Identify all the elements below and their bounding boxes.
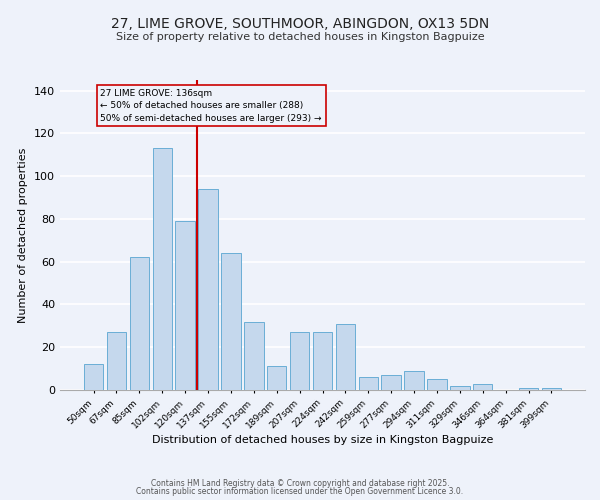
Bar	[450, 386, 470, 390]
Text: Contains public sector information licensed under the Open Government Licence 3.: Contains public sector information licen…	[136, 487, 464, 496]
Bar	[221, 253, 241, 390]
Bar	[335, 324, 355, 390]
Text: 27, LIME GROVE, SOUTHMOOR, ABINGDON, OX13 5DN: 27, LIME GROVE, SOUTHMOOR, ABINGDON, OX1…	[111, 18, 489, 32]
Bar	[267, 366, 286, 390]
Bar	[130, 258, 149, 390]
Text: Size of property relative to detached houses in Kingston Bagpuize: Size of property relative to detached ho…	[116, 32, 484, 42]
Text: Contains HM Land Registry data © Crown copyright and database right 2025.: Contains HM Land Registry data © Crown c…	[151, 478, 449, 488]
Bar	[244, 322, 263, 390]
Y-axis label: Number of detached properties: Number of detached properties	[19, 148, 28, 322]
Bar	[404, 371, 424, 390]
Bar	[519, 388, 538, 390]
Bar	[290, 332, 310, 390]
Bar	[359, 377, 378, 390]
Bar	[427, 380, 446, 390]
Bar	[313, 332, 332, 390]
Bar	[84, 364, 103, 390]
Bar	[542, 388, 561, 390]
X-axis label: Distribution of detached houses by size in Kingston Bagpuize: Distribution of detached houses by size …	[152, 436, 493, 446]
Bar	[382, 375, 401, 390]
Bar	[152, 148, 172, 390]
Bar	[107, 332, 126, 390]
Bar	[199, 189, 218, 390]
Text: 27 LIME GROVE: 136sqm
← 50% of detached houses are smaller (288)
50% of semi-det: 27 LIME GROVE: 136sqm ← 50% of detached …	[100, 88, 322, 122]
Bar	[175, 221, 195, 390]
Bar	[473, 384, 493, 390]
